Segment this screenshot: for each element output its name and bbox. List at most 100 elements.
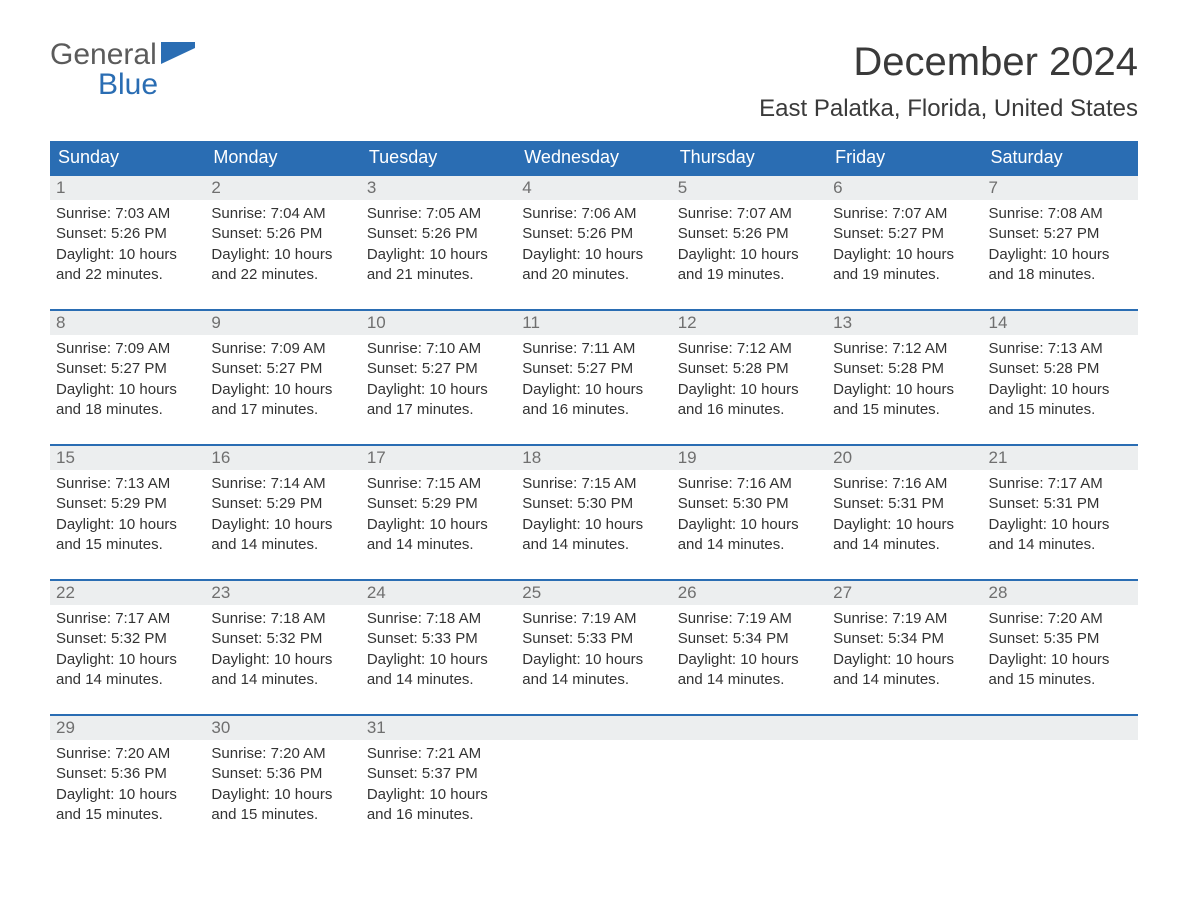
day-line-ss: Sunset: 5:35 PM [989,629,1132,649]
day-body: Sunrise: 7:15 AMSunset: 5:29 PMDaylight:… [361,470,516,579]
day-line-sr: Sunrise: 7:11 AM [522,339,665,359]
day-line-d1: Daylight: 10 hours [56,785,199,805]
calendar-day-cell [827,715,982,849]
day-line-ss: Sunset: 5:31 PM [989,494,1132,514]
day-body: Sunrise: 7:18 AMSunset: 5:33 PMDaylight:… [361,605,516,714]
day-body: Sunrise: 7:07 AMSunset: 5:26 PMDaylight:… [672,200,827,309]
day-line-d1: Daylight: 10 hours [56,245,199,265]
day-line-d1: Daylight: 10 hours [678,245,821,265]
day-number: 29 [50,716,205,740]
day-number: 11 [516,311,671,335]
day-number: 22 [50,581,205,605]
day-line-d1: Daylight: 10 hours [989,245,1132,265]
day-line-sr: Sunrise: 7:20 AM [56,744,199,764]
calendar-day-cell: 18Sunrise: 7:15 AMSunset: 5:30 PMDayligh… [516,445,671,580]
day-line-d2: and 19 minutes. [678,265,821,285]
day-line-ss: Sunset: 5:29 PM [56,494,199,514]
calendar-body: 1Sunrise: 7:03 AMSunset: 5:26 PMDaylight… [50,175,1138,849]
calendar-day-cell: 12Sunrise: 7:12 AMSunset: 5:28 PMDayligh… [672,310,827,445]
day-line-d2: and 15 minutes. [56,535,199,555]
day-body: Sunrise: 7:20 AMSunset: 5:36 PMDaylight:… [205,740,360,849]
day-body: Sunrise: 7:07 AMSunset: 5:27 PMDaylight:… [827,200,982,309]
day-line-d1: Daylight: 10 hours [989,380,1132,400]
day-line-sr: Sunrise: 7:04 AM [211,204,354,224]
day-line-d1: Daylight: 10 hours [56,650,199,670]
day-line-sr: Sunrise: 7:18 AM [211,609,354,629]
day-line-ss: Sunset: 5:36 PM [211,764,354,784]
day-line-sr: Sunrise: 7:17 AM [989,474,1132,494]
day-line-sr: Sunrise: 7:18 AM [367,609,510,629]
day-number: 18 [516,446,671,470]
day-line-d1: Daylight: 10 hours [367,245,510,265]
day-line-d2: and 14 minutes. [678,535,821,555]
location-subtitle: East Palatka, Florida, United States [759,95,1138,123]
day-body: Sunrise: 7:17 AMSunset: 5:31 PMDaylight:… [983,470,1138,579]
day-line-ss: Sunset: 5:29 PM [367,494,510,514]
day-line-d1: Daylight: 10 hours [522,380,665,400]
day-body: Sunrise: 7:09 AMSunset: 5:27 PMDaylight:… [50,335,205,444]
calendar-day-cell: 11Sunrise: 7:11 AMSunset: 5:27 PMDayligh… [516,310,671,445]
day-line-sr: Sunrise: 7:15 AM [522,474,665,494]
day-line-sr: Sunrise: 7:13 AM [989,339,1132,359]
day-number: 5 [672,176,827,200]
page-title: December 2024 [759,40,1138,85]
day-line-d2: and 16 minutes. [522,400,665,420]
day-body: Sunrise: 7:08 AMSunset: 5:27 PMDaylight:… [983,200,1138,309]
day-line-d1: Daylight: 10 hours [522,245,665,265]
logo: General Blue [50,40,195,100]
day-line-sr: Sunrise: 7:17 AM [56,609,199,629]
calendar-day-cell: 17Sunrise: 7:15 AMSunset: 5:29 PMDayligh… [361,445,516,580]
day-number: 28 [983,581,1138,605]
day-number: 20 [827,446,982,470]
day-body: Sunrise: 7:05 AMSunset: 5:26 PMDaylight:… [361,200,516,309]
day-line-ss: Sunset: 5:27 PM [211,359,354,379]
day-line-d1: Daylight: 10 hours [678,515,821,535]
day-line-sr: Sunrise: 7:09 AM [56,339,199,359]
day-body: Sunrise: 7:04 AMSunset: 5:26 PMDaylight:… [205,200,360,309]
calendar-day-cell: 19Sunrise: 7:16 AMSunset: 5:30 PMDayligh… [672,445,827,580]
day-line-d2: and 16 minutes. [367,805,510,825]
day-line-d1: Daylight: 10 hours [678,650,821,670]
day-line-sr: Sunrise: 7:21 AM [367,744,510,764]
day-line-ss: Sunset: 5:26 PM [678,224,821,244]
day-body: Sunrise: 7:11 AMSunset: 5:27 PMDaylight:… [516,335,671,444]
day-number: 6 [827,176,982,200]
day-body: Sunrise: 7:03 AMSunset: 5:26 PMDaylight:… [50,200,205,309]
calendar-day-cell [516,715,671,849]
day-line-sr: Sunrise: 7:10 AM [367,339,510,359]
day-body: Sunrise: 7:06 AMSunset: 5:26 PMDaylight:… [516,200,671,309]
day-header: Tuesday [361,141,516,175]
day-line-sr: Sunrise: 7:07 AM [833,204,976,224]
day-body: Sunrise: 7:19 AMSunset: 5:34 PMDaylight:… [827,605,982,714]
day-line-d2: and 16 minutes. [678,400,821,420]
day-number: 13 [827,311,982,335]
day-line-ss: Sunset: 5:29 PM [211,494,354,514]
calendar-day-cell: 7Sunrise: 7:08 AMSunset: 5:27 PMDaylight… [983,175,1138,310]
calendar-week-row: 29Sunrise: 7:20 AMSunset: 5:36 PMDayligh… [50,715,1138,849]
day-number [672,716,827,740]
calendar-week-row: 1Sunrise: 7:03 AMSunset: 5:26 PMDaylight… [50,175,1138,310]
calendar-day-cell: 1Sunrise: 7:03 AMSunset: 5:26 PMDaylight… [50,175,205,310]
calendar-day-cell: 21Sunrise: 7:17 AMSunset: 5:31 PMDayligh… [983,445,1138,580]
day-line-d2: and 22 minutes. [211,265,354,285]
day-line-d1: Daylight: 10 hours [367,785,510,805]
day-number: 3 [361,176,516,200]
day-line-d2: and 14 minutes. [522,535,665,555]
day-header: Monday [205,141,360,175]
day-line-sr: Sunrise: 7:16 AM [678,474,821,494]
day-body: Sunrise: 7:09 AMSunset: 5:27 PMDaylight:… [205,335,360,444]
calendar-day-cell: 31Sunrise: 7:21 AMSunset: 5:37 PMDayligh… [361,715,516,849]
day-line-d1: Daylight: 10 hours [211,245,354,265]
day-number: 8 [50,311,205,335]
calendar-table: SundayMondayTuesdayWednesdayThursdayFrid… [50,141,1138,849]
day-body: Sunrise: 7:15 AMSunset: 5:30 PMDaylight:… [516,470,671,579]
day-line-ss: Sunset: 5:27 PM [522,359,665,379]
day-number [827,716,982,740]
day-number: 7 [983,176,1138,200]
day-line-d2: and 15 minutes. [989,670,1132,690]
day-line-ss: Sunset: 5:26 PM [522,224,665,244]
day-number [516,716,671,740]
day-line-d2: and 14 minutes. [211,535,354,555]
day-line-d1: Daylight: 10 hours [367,380,510,400]
day-number: 25 [516,581,671,605]
